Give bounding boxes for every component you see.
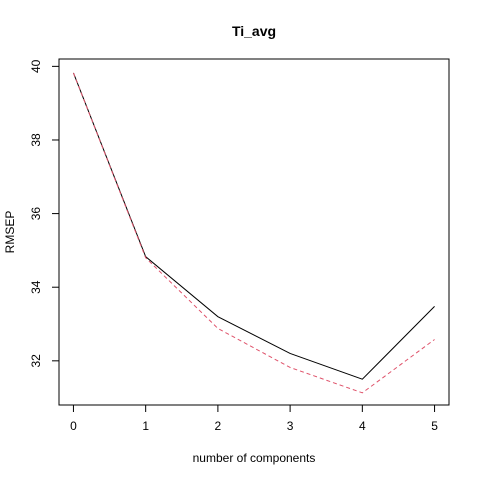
y-tick-label-34: 34 — [29, 280, 43, 294]
series-line-0 — [72, 72, 435, 380]
x-tick-label-4: 4 — [359, 419, 366, 433]
x-tick-label-5: 5 — [431, 419, 438, 433]
y-tick-label-32: 32 — [29, 354, 43, 368]
y-tick-label-36: 36 — [29, 207, 43, 221]
series-layer — [72, 72, 435, 394]
x-tick-label-0: 0 — [70, 419, 77, 433]
y-tick-label-40: 40 — [29, 59, 43, 73]
x-axis-label: number of components — [193, 451, 316, 465]
x-tick-label-1: 1 — [142, 419, 149, 433]
y-tick-label-38: 38 — [29, 133, 43, 147]
y-axis: 32 34 36 38 40 — [29, 59, 59, 368]
chart-title: Ti_avg — [232, 23, 276, 39]
y-axis-label: RMSEP — [3, 211, 17, 254]
series-line-1 — [72, 72, 435, 394]
x-tick-label-2: 2 — [215, 419, 222, 433]
x-tick-label-3: 3 — [287, 419, 294, 433]
x-axis: 0 1 2 3 4 5 — [70, 405, 438, 433]
plot-frame — [58, 58, 450, 406]
